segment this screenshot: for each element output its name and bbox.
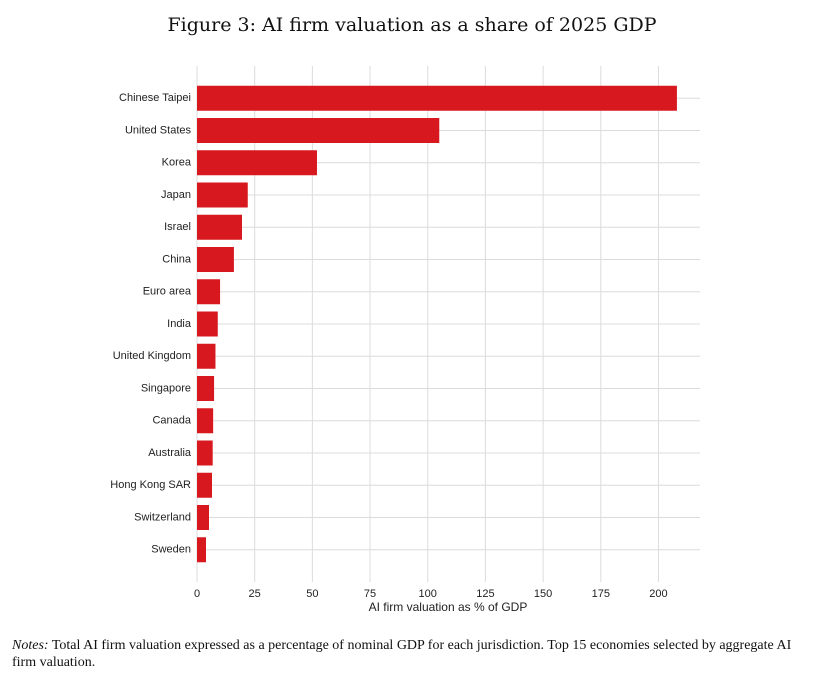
y-tick-label: Canada: [152, 415, 191, 427]
y-tick-label: Australia: [148, 447, 192, 459]
y-tick-label: India: [167, 318, 192, 330]
bar: [197, 279, 221, 305]
bar: [197, 472, 212, 498]
notes: Notes: Total AI firm valuation expressed…: [12, 637, 812, 671]
bar: [197, 214, 242, 240]
y-tick-label: Switzerland: [134, 511, 191, 523]
y-tick-label: Korea: [162, 157, 192, 169]
x-tick-label: 100: [419, 588, 437, 600]
x-axis-label: AI firm valuation as % of GDP: [369, 600, 528, 614]
y-tick-label: Israel: [164, 221, 191, 233]
bar: [197, 537, 206, 563]
y-tick-label: Japan: [161, 189, 191, 201]
y-tick-label: Chinese Taipei: [119, 92, 191, 104]
x-tick-label: 25: [249, 588, 261, 600]
grid: [196, 66, 700, 582]
y-tick-label: Hong Kong SAR: [110, 479, 191, 491]
bar: [197, 440, 213, 466]
notes-label: Notes:: [12, 638, 49, 653]
x-tick-label: 200: [649, 588, 667, 600]
x-tick-label: 75: [364, 588, 376, 600]
bar: [197, 85, 677, 111]
bar: [197, 118, 440, 143]
bar: [197, 408, 214, 434]
x-tick-label: 125: [476, 588, 494, 600]
y-tick-label: Singapore: [141, 382, 191, 394]
bar: [197, 376, 215, 401]
bar: [197, 247, 234, 272]
y-tick-label: China: [162, 253, 192, 265]
chart-title: Figure 3: AI firm valuation as a share o…: [167, 14, 656, 36]
notes-text: Total AI firm valuation expressed as a p…: [12, 638, 792, 670]
bar: [197, 343, 216, 369]
y-tick-label: Sweden: [151, 544, 191, 556]
x-tick-label: 50: [306, 588, 318, 600]
x-tick-label: 150: [534, 588, 552, 600]
bar: [197, 311, 218, 337]
x-tick-label: 175: [592, 588, 610, 600]
x-tick-label: 0: [194, 588, 200, 600]
y-tick-label: United States: [125, 124, 192, 136]
bar: [197, 505, 209, 530]
bar: [197, 150, 317, 176]
chart: Figure 3: AI firm valuation as a share o…: [110, 14, 700, 614]
y-tick-label: United Kingdom: [113, 350, 191, 362]
y-tick-label: Euro area: [143, 286, 192, 298]
bar: [197, 182, 248, 208]
